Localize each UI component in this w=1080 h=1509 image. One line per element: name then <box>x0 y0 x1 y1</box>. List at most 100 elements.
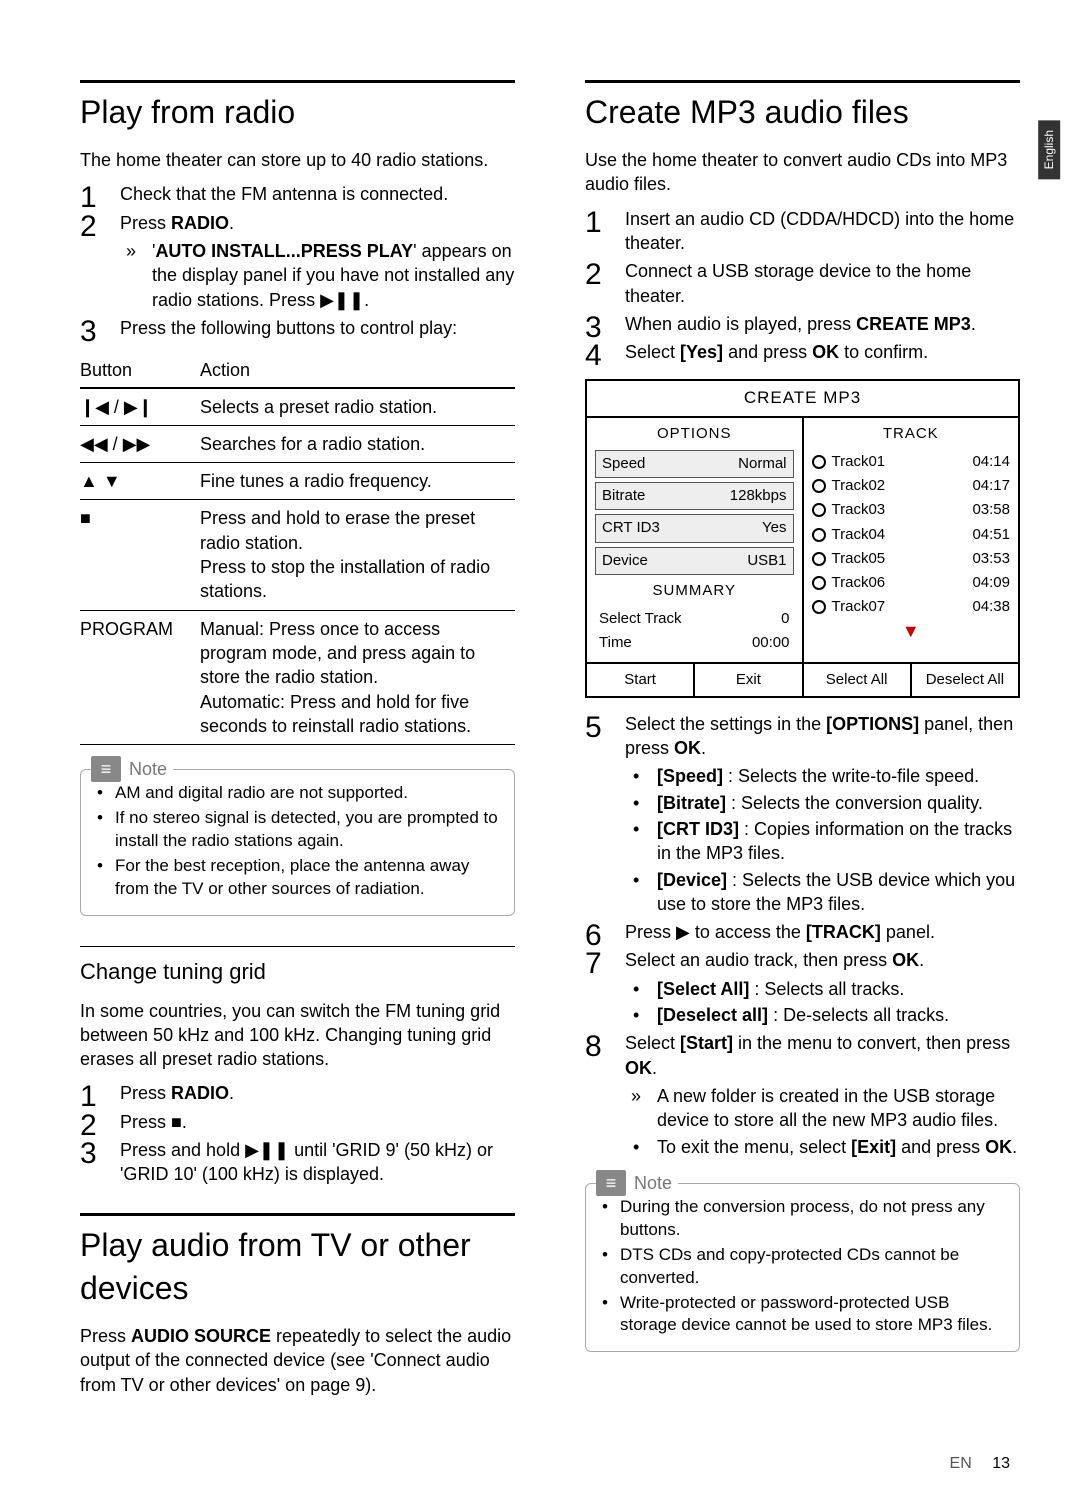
step-sub: [Select All] : Selects all tracks. <box>653 977 1020 1001</box>
track-radio-icon[interactable] <box>812 479 826 493</box>
step: Press RADIO. 'AUTO INSTALL...PRESS PLAY'… <box>80 211 515 312</box>
change-grid-steps: Press RADIO. Press ■. Press and hold ▶❚❚… <box>80 1081 515 1186</box>
panel-title: CREATE MP3 <box>587 381 1018 418</box>
step: Press RADIO. <box>80 1081 515 1105</box>
note-item: AM and digital radio are not supported. <box>97 782 500 805</box>
step: Press ▶ to access the [TRACK] panel. <box>585 920 1020 944</box>
left-column: Play from radio The home theater can sto… <box>80 80 525 1397</box>
right-column: Create MP3 audio files Use the home thea… <box>575 80 1020 1397</box>
exit-button[interactable]: Exit <box>695 664 803 696</box>
note-item: If no stereo signal is detected, you are… <box>97 807 500 853</box>
step-sub: [Deselect all] : De-selects all tracks. <box>653 1003 1020 1027</box>
note-item: DTS CDs and copy-protected CDs cannot be… <box>602 1244 1005 1290</box>
track-row[interactable]: Track0503:53 <box>812 547 1011 571</box>
track-label: TRACK <box>812 424 1011 444</box>
deselect-all-button[interactable]: Deselect All <box>912 664 1018 696</box>
track-radio-icon[interactable] <box>812 503 826 517</box>
table-row: ■ Press and hold to erase the preset rad… <box>80 500 515 610</box>
step-sub: A new folder is created in the USB stora… <box>653 1084 1020 1133</box>
note-box: ≡ Note During the conversion process, do… <box>585 1183 1020 1353</box>
note-item: For the best reception, place the antenn… <box>97 855 500 901</box>
summary-row: Select Track0 <box>595 607 794 631</box>
change-grid-intro: In some countries, you can switch the FM… <box>80 999 515 1072</box>
track-row[interactable]: Track0303:58 <box>812 498 1011 522</box>
play-radio-title: Play from radio <box>80 80 515 134</box>
step: Select [Yes] and press OK to confirm. <box>585 340 1020 364</box>
track-row[interactable]: Track0604:09 <box>812 571 1011 595</box>
step-sub: [Bitrate] : Selects the conversion quali… <box>653 791 1020 815</box>
footer-page-number: 13 <box>992 1455 1010 1472</box>
step: Select an audio track, then press OK. [S… <box>585 948 1020 1027</box>
panel-footer: Start Exit Select All Deselect All <box>587 662 1018 696</box>
track-row[interactable]: Track0104:14 <box>812 450 1011 474</box>
step-sub: 'AUTO INSTALL...PRESS PLAY' appears on t… <box>148 239 515 312</box>
note-item: During the conversion process, do not pr… <box>602 1196 1005 1242</box>
track-pane: TRACK Track0104:14 Track0204:17 Track030… <box>804 418 1019 662</box>
button-action-table: Button Action ❙◀ / ▶❙ Selects a preset r… <box>80 354 515 745</box>
play-audio-tv-body: Press AUDIO SOURCE repeatedly to select … <box>80 1324 515 1397</box>
button-icon: ❙◀ / ▶❙ <box>80 388 200 426</box>
button-icon: ▲ ▼ <box>80 463 200 500</box>
action-text: Manual: Press once to access program mod… <box>200 610 515 744</box>
start-button[interactable]: Start <box>587 664 695 696</box>
option-row[interactable]: CRT ID3Yes <box>595 514 794 542</box>
step-text: Press <box>120 213 171 233</box>
col-button: Button <box>80 354 200 387</box>
table-row: ◀◀ / ▶▶ Searches for a radio station. <box>80 425 515 462</box>
button-icon: ■ <box>80 500 200 610</box>
footer-lang: EN <box>950 1455 972 1472</box>
play-radio-intro: The home theater can store up to 40 radi… <box>80 148 515 172</box>
options-pane: OPTIONS SpeedNormal Bitrate128kbps CRT I… <box>587 418 804 662</box>
step-sub: [Speed] : Selects the write-to-file spee… <box>653 764 1020 788</box>
table-row: ❙◀ / ▶❙ Selects a preset radio station. <box>80 388 515 426</box>
note-label: Note <box>129 757 167 781</box>
step-text: Check that the FM antenna is connected. <box>120 184 448 204</box>
track-row[interactable]: Track0404:51 <box>812 523 1011 547</box>
step: When audio is played, press CREATE MP3. <box>585 312 1020 336</box>
create-mp3-steps-a: Insert an audio CD (CDDA/HDCD) into the … <box>585 207 1020 365</box>
step: Insert an audio CD (CDDA/HDCD) into the … <box>585 207 1020 256</box>
track-radio-icon[interactable] <box>812 552 826 566</box>
change-grid-title: Change tuning grid <box>80 946 515 987</box>
note-icon: ≡ <box>596 1170 626 1196</box>
create-mp3-intro: Use the home theater to convert audio CD… <box>585 148 1020 197</box>
option-row[interactable]: DeviceUSB1 <box>595 547 794 575</box>
step: Press and hold ▶❚❚ until 'GRID 9' (50 kH… <box>80 1138 515 1187</box>
step: Select the settings in the [OPTIONS] pan… <box>585 712 1020 916</box>
scroll-down-icon[interactable]: ▼ <box>812 622 1011 640</box>
summary-label: SUMMARY <box>595 581 794 601</box>
option-row[interactable]: Bitrate128kbps <box>595 482 794 510</box>
options-label: OPTIONS <box>595 424 794 444</box>
language-tabs: English <box>1038 120 1060 179</box>
track-radio-icon[interactable] <box>812 455 826 469</box>
lang-tab-english[interactable]: English <box>1038 120 1060 179</box>
track-row[interactable]: Track0204:17 <box>812 474 1011 498</box>
step-sub: [CRT ID3] : Copies information on the tr… <box>653 817 1020 866</box>
step: Check that the FM antenna is connected. <box>80 182 515 206</box>
track-radio-icon[interactable] <box>812 576 826 590</box>
play-radio-steps: Check that the FM antenna is connected. … <box>80 182 515 340</box>
note-icon: ≡ <box>91 756 121 782</box>
play-audio-tv-title: Play audio from TV or other devices <box>80 1213 515 1310</box>
option-row[interactable]: SpeedNormal <box>595 450 794 478</box>
step: Press the following buttons to control p… <box>80 316 515 340</box>
action-text: Press and hold to erase the preset radio… <box>200 500 515 610</box>
track-row[interactable]: Track0704:38 <box>812 595 1011 619</box>
note-item: Write-protected or password-protected US… <box>602 1292 1005 1338</box>
step-text-bold: RADIO <box>171 213 229 233</box>
create-mp3-steps-b: Select the settings in the [OPTIONS] pan… <box>585 712 1020 1159</box>
col-action: Action <box>200 354 515 387</box>
button-text: PROGRAM <box>80 610 200 744</box>
track-radio-icon[interactable] <box>812 600 826 614</box>
track-radio-icon[interactable] <box>812 528 826 542</box>
summary-row: Time00:00 <box>595 631 794 655</box>
step-sub: [Device] : Selects the USB device which … <box>653 868 1020 917</box>
step-text: . <box>229 213 234 233</box>
step: Connect a USB storage device to the home… <box>585 259 1020 308</box>
create-mp3-panel: CREATE MP3 OPTIONS SpeedNormal Bitrate12… <box>585 379 1020 698</box>
create-mp3-title: Create MP3 audio files <box>585 80 1020 134</box>
step-text: Press the following buttons to control p… <box>120 318 457 338</box>
select-all-button[interactable]: Select All <box>804 664 912 696</box>
table-row: ▲ ▼ Fine tunes a radio frequency. <box>80 463 515 500</box>
action-text: Fine tunes a radio frequency. <box>200 463 515 500</box>
